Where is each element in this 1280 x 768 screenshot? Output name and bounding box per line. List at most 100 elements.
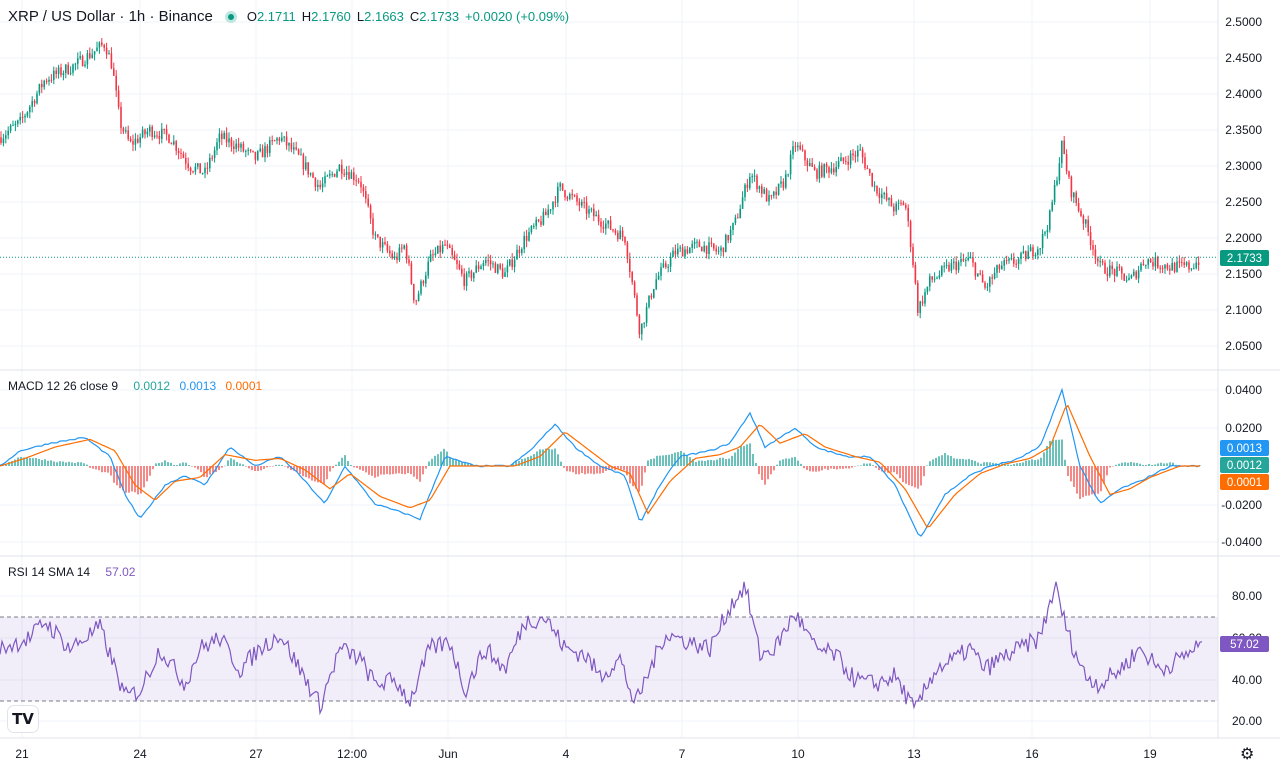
- macd-hist-bar: [230, 458, 232, 466]
- candle: [1121, 266, 1123, 280]
- macd-hist-bar: [314, 466, 316, 482]
- price-tick-label: 2.2000: [1225, 231, 1262, 245]
- candle: [206, 162, 209, 175]
- candle: [473, 272, 475, 282]
- macd-hist-bar: [851, 466, 853, 468]
- candle: [741, 191, 744, 209]
- macd-hist-bar: [1136, 462, 1138, 466]
- candle: [665, 260, 667, 269]
- candle: [451, 244, 453, 260]
- macd-hist-bar: [116, 466, 118, 486]
- candle: [444, 239, 446, 246]
- gear-icon[interactable]: ⚙: [1240, 746, 1255, 763]
- candle: [993, 267, 996, 280]
- candle: [792, 140, 794, 160]
- candle: [677, 243, 679, 257]
- candle: [405, 243, 408, 264]
- candle: [17, 119, 19, 128]
- macd-hist-bar: [317, 466, 319, 483]
- macd-hist-bar: [701, 460, 703, 466]
- macd-hist-bar: [431, 458, 433, 466]
- candle: [528, 227, 530, 242]
- candle: [969, 252, 972, 259]
- candle: [168, 133, 170, 144]
- macd-hist-bar: [1118, 463, 1120, 466]
- grid: [0, 0, 1218, 738]
- tradingview-logo-icon[interactable]: 𝗧𝗩: [8, 706, 38, 732]
- candle: [377, 234, 379, 239]
- price-axis[interactable]: 2.5000 2.4500 2.4000 2.3500 2.3000 2.2500 2.20…: [1225, 15, 1262, 353]
- macd-hist-bar: [449, 457, 451, 466]
- candle: [705, 245, 708, 259]
- candle: [732, 222, 734, 236]
- candle: [595, 210, 597, 217]
- macd-hist-bar: [194, 466, 196, 468]
- candle: [833, 163, 835, 176]
- candle: [50, 73, 53, 83]
- macd-hist-bar: [1157, 463, 1159, 466]
- macd-hist-bar: [56, 462, 58, 466]
- signal-line: [0, 404, 1200, 528]
- candle: [194, 163, 197, 175]
- macd-hist-bar: [344, 455, 346, 466]
- candle: [602, 220, 605, 234]
- candle: [1116, 261, 1118, 278]
- candle: [691, 240, 693, 253]
- candle: [482, 260, 485, 271]
- candle: [960, 252, 962, 267]
- macd-hist-bar: [401, 466, 403, 474]
- candle: [86, 49, 89, 69]
- candle: [789, 150, 792, 180]
- candle: [989, 276, 991, 293]
- macd-axis[interactable]: 0.0400 0.0200 -0.0200 -0.0400: [1221, 383, 1262, 549]
- macd-hist-bar: [533, 454, 535, 466]
- candle: [554, 195, 557, 208]
- candle: [1123, 273, 1125, 282]
- candle: [1025, 250, 1027, 262]
- candle: [33, 99, 36, 107]
- macd-hist-bar: [440, 451, 442, 466]
- svg-text:0.0013: 0.0013: [1227, 443, 1262, 455]
- macd-hist-bar: [974, 460, 976, 466]
- macd-hist-bar: [404, 466, 406, 475]
- candle: [132, 134, 134, 152]
- macd-hist-bar: [284, 466, 286, 467]
- macd-hist-bar: [809, 466, 811, 472]
- macd-hist-bar: [467, 463, 469, 466]
- rsi-legend[interactable]: RSI 14 SMA 14 57.02: [8, 565, 141, 579]
- candle: [317, 179, 319, 192]
- macd-hist-bar: [1037, 459, 1039, 466]
- macd-hist-bar: [389, 466, 391, 475]
- macd-hist-bar: [761, 466, 763, 480]
- macd-hist-bar: [635, 466, 637, 489]
- macd-legend[interactable]: MACD 12 26 close 9 0.0012 0.0013 0.0001: [8, 379, 268, 393]
- macd-hist-bar: [347, 461, 349, 466]
- macd-hist-bar: [722, 457, 724, 466]
- candle: [45, 78, 48, 85]
- candle: [669, 252, 672, 273]
- macd-hist-bar: [602, 466, 604, 473]
- candle: [869, 168, 871, 176]
- price-tick-label: 2.5000: [1225, 15, 1262, 29]
- candle: [758, 185, 761, 193]
- macd-hist-bar: [725, 459, 727, 466]
- candle: [53, 66, 55, 85]
- macd-hist-bar: [890, 466, 892, 473]
- candle: [379, 236, 381, 252]
- macd-hist-bar: [689, 457, 691, 466]
- candle: [389, 245, 391, 257]
- macd-line-value: 0.0013: [179, 379, 217, 393]
- price-tick-label: 2.4000: [1225, 87, 1262, 101]
- candle: [883, 191, 885, 200]
- symbol-title[interactable]: XRP / US Dollar · 1h · Binance: [8, 8, 213, 25]
- candle: [281, 132, 283, 143]
- macd-hist-bar: [374, 466, 376, 478]
- candle: [775, 186, 777, 200]
- candle: [252, 150, 254, 153]
- time-axis[interactable]: 21 24 27 12:00 Jun 4 7 10 13 16 19: [15, 747, 1157, 761]
- macd-hist-bar: [461, 462, 463, 466]
- candle: [813, 164, 816, 171]
- macd-hist-bar: [1028, 460, 1030, 466]
